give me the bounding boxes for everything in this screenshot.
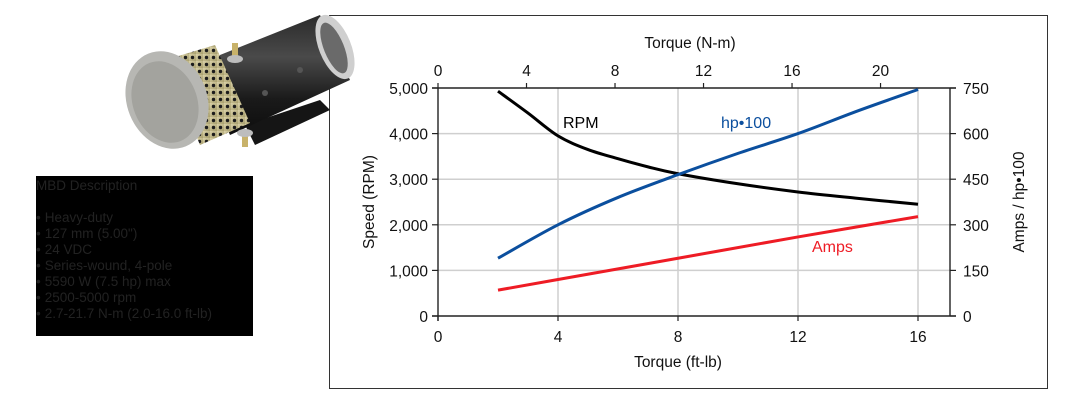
x2-tick-label: 4 <box>522 63 531 80</box>
description-title: MBD Description <box>36 178 138 193</box>
y-tick-label: 0 <box>419 309 428 326</box>
x-tick-label: 12 <box>789 329 806 346</box>
grid-lines <box>438 88 950 316</box>
rpm-label: RPM <box>563 115 599 132</box>
description-panel: MBD Description Heavy-duty 127 mm (5.00"… <box>36 176 253 336</box>
chart-frame <box>329 15 1048 389</box>
description-item: 127 mm (5.00") <box>36 226 212 242</box>
y-tick-label: 5,000 <box>389 81 428 98</box>
data-series <box>497 88 919 292</box>
x-tick-label: 0 <box>434 329 443 346</box>
y-tick-label: 1,000 <box>389 263 428 280</box>
y2-tick-label: 450 <box>963 172 989 189</box>
x-tick-label: 4 <box>554 329 563 346</box>
y2-tick-label: 300 <box>963 218 989 235</box>
y-axis-title: Speed (RPM) <box>361 155 378 249</box>
x2-tick-label: 12 <box>695 63 712 80</box>
description-item: 2.7-21.7 N-m (2.0-16.0 ft-lb) <box>36 306 212 322</box>
x2-tick-label: 16 <box>783 63 800 80</box>
y2-tick-label: 0 <box>963 309 972 326</box>
hp-curve <box>497 88 919 260</box>
amps-curve <box>497 215 919 292</box>
y-tick-label: 2,000 <box>389 218 428 235</box>
y2-tick-label: 600 <box>963 127 989 144</box>
x2-tick-label: 20 <box>872 63 890 80</box>
x-axis-title: Torque (ft-lb) <box>634 354 722 371</box>
x2-tick-label: 0 <box>434 63 443 80</box>
y2-tick-label: 150 <box>963 263 989 280</box>
x2-axis-title: Torque (N-m) <box>644 35 735 52</box>
motor-photo <box>125 14 355 149</box>
description-item: Series-wound, 4-pole <box>36 258 212 274</box>
hp-label: hp•100 <box>721 115 771 132</box>
description-list: Heavy-duty 127 mm (5.00") 24 VDC Series-… <box>36 210 212 322</box>
amps-label: Amps <box>812 239 853 256</box>
x-tick-label: 8 <box>674 329 683 346</box>
description-item: 5590 W (7.5 hp) max <box>36 274 212 290</box>
rpm-curve <box>497 89 919 206</box>
y-tick-label: 3,000 <box>389 172 428 189</box>
y2-tick-label: 750 <box>963 81 989 98</box>
y2-axis-title: Amps / hp•100 <box>1011 151 1028 252</box>
y-tick-label: 4,000 <box>389 127 428 144</box>
description-item: 2500-5000 rpm <box>36 290 212 306</box>
description-item: Heavy-duty <box>36 210 212 226</box>
x-tick-label: 16 <box>909 329 926 346</box>
x2-tick-label: 8 <box>611 63 620 80</box>
description-item: 24 VDC <box>36 242 212 258</box>
